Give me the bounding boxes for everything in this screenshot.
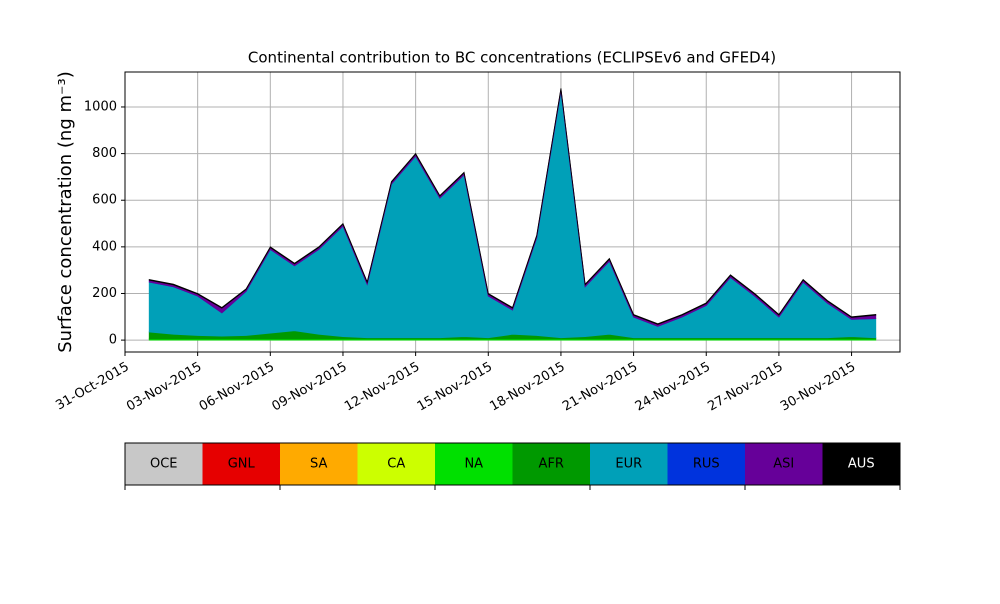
legend-swatch bbox=[202, 443, 280, 485]
legend-label: NA bbox=[464, 457, 483, 472]
legend-swatch bbox=[512, 443, 590, 485]
legend-label: OCE bbox=[150, 457, 178, 472]
legend-label: AFR bbox=[539, 457, 564, 472]
y-tick-label: 600 bbox=[92, 193, 117, 208]
legend: OCE GNL SA CA NA AFR EUR RUS ASI AUS bbox=[124, 442, 901, 490]
legend-label: GNL bbox=[228, 457, 256, 472]
y-tick-label: 200 bbox=[92, 286, 117, 301]
y-tick-label: 0 bbox=[109, 333, 117, 348]
legend-swatch bbox=[745, 443, 823, 485]
legend-label: ASI bbox=[773, 457, 794, 472]
legend-swatch bbox=[280, 443, 358, 485]
plot-area bbox=[124, 72, 900, 352]
chart-title: Continental contribution to BC concentra… bbox=[248, 49, 776, 67]
legend-swatch bbox=[822, 443, 900, 485]
legend-swatch bbox=[590, 443, 668, 485]
y-tick-label: 400 bbox=[92, 239, 117, 254]
legend-swatch bbox=[667, 443, 745, 485]
legend-swatch bbox=[125, 443, 203, 485]
legend-label: CA bbox=[387, 457, 405, 472]
area bbox=[148, 88, 877, 325]
y-tick-label: 800 bbox=[92, 146, 117, 161]
legend-label: SA bbox=[310, 457, 327, 472]
legend-label: RUS bbox=[693, 457, 720, 472]
legend-label: AUS bbox=[848, 457, 875, 472]
legend-frame bbox=[124, 442, 901, 486]
legend-swatch bbox=[357, 443, 435, 485]
y-tick-label: 1000 bbox=[84, 99, 117, 114]
y-axis-label: Surface concentration (ng m⁻³) bbox=[55, 71, 76, 353]
legend-label: EUR bbox=[615, 457, 642, 472]
legend-swatch bbox=[435, 443, 513, 485]
axes-frame bbox=[124, 71, 901, 353]
